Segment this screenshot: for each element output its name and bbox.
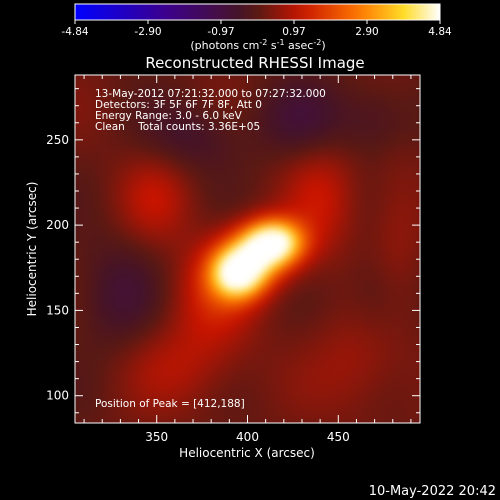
x-tick-label: 450 <box>327 430 350 444</box>
colorbar <box>74 3 441 21</box>
footer-timestamp: 10-May-2022 20:42 <box>369 484 496 499</box>
x-tick-label: 400 <box>236 430 259 444</box>
axis-ticks: 350 400 450 100 150 200 250 <box>46 75 420 444</box>
colorbar-tick-label: -0.97 <box>207 26 234 38</box>
y-tick-label: 150 <box>46 303 69 317</box>
y-tick-label: 100 <box>46 389 69 403</box>
colorbar-tick-label: 0.97 <box>282 26 305 38</box>
colorbar-units: (photons cm-2 s-1 asec-2) <box>190 38 325 52</box>
colorbar-tick-label: -4.84 <box>61 26 88 38</box>
y-tick-label: 200 <box>46 218 69 232</box>
annotation-line-3: Energy Range: 3.0 - 6.0 keV <box>95 110 243 122</box>
annotation-line-2: Detectors: 3F 5F 6F 7F 8F, Att 0 <box>95 99 262 111</box>
annotation-line-1: 13-May-2012 07:21:32.000 to 07:27:32.000 <box>95 88 326 100</box>
plot-title: Reconstructed RHESSI Image <box>145 54 364 72</box>
colorbar-tick-label: -2.90 <box>134 26 161 38</box>
y-tick-label: 250 <box>46 133 69 147</box>
colorbar-tick-label: 2.90 <box>355 26 378 38</box>
annotation-line-4: Clean Total counts: 3.36E+05 <box>95 121 260 133</box>
x-tick-label: 350 <box>145 430 168 444</box>
heatmap-image <box>75 75 420 423</box>
colorbar-tick-label: 4.84 <box>428 26 452 38</box>
peak-position: Position of Peak = [412,188] <box>95 398 245 410</box>
y-axis-label: Heliocentric Y (arcsec) <box>25 182 39 317</box>
x-axis-label: Heliocentric X (arcsec) <box>179 446 315 460</box>
colorbar-ticks: -4.84 -2.90 -0.97 0.97 2.90 4.84 <box>61 20 452 38</box>
